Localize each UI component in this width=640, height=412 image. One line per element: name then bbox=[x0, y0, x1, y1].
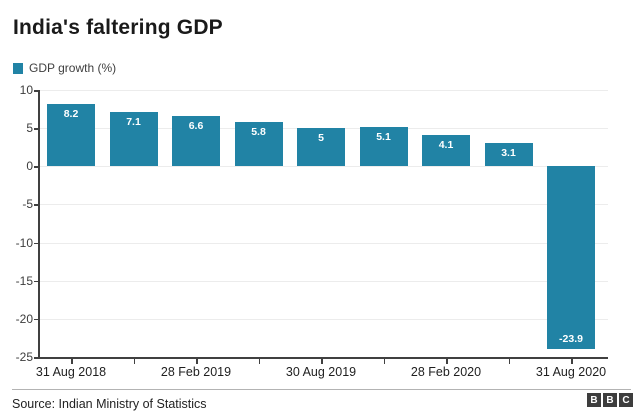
y-axis-label: 0 bbox=[26, 159, 33, 174]
bar-value-label: 7.1 bbox=[126, 116, 141, 129]
y-axis-tick bbox=[34, 357, 38, 359]
y-axis-label: -15 bbox=[15, 273, 33, 288]
bar-value-label: 5.8 bbox=[251, 126, 266, 139]
x-axis-label: 31 Aug 2020 bbox=[535, 365, 607, 379]
x-axis-tick bbox=[571, 358, 573, 364]
gridline--5 bbox=[40, 204, 608, 206]
y-axis-tick bbox=[34, 166, 38, 168]
y-axis-label: -5 bbox=[22, 197, 33, 212]
y-axis-tick bbox=[34, 318, 38, 321]
x-axis-label: 31 Aug 2018 bbox=[35, 365, 107, 379]
x-axis-tick bbox=[196, 358, 198, 364]
gridline-10 bbox=[40, 90, 608, 91]
gridline--20 bbox=[40, 318, 608, 320]
x-axis-tick bbox=[508, 358, 510, 364]
bar-segment: 3.1 bbox=[484, 142, 533, 167]
x-axis-tick bbox=[321, 358, 323, 364]
x-axis-label: 28 Feb 2020 bbox=[410, 365, 482, 379]
bar-segment: 8.2 bbox=[47, 103, 95, 167]
bar-value-label: 4.1 bbox=[438, 139, 454, 151]
footer-divider bbox=[12, 389, 631, 390]
bbc-logo: B B C bbox=[587, 393, 633, 407]
x-axis-tick bbox=[383, 358, 385, 364]
x-axis-tick bbox=[446, 358, 448, 364]
x-axis-tick bbox=[258, 358, 260, 364]
bbc-logo-letter: C bbox=[619, 393, 633, 407]
gridline-0 bbox=[40, 166, 608, 168]
legend-label: GDP growth (%) bbox=[29, 61, 117, 75]
bar-segment: 4.1 bbox=[422, 135, 470, 167]
x-axis-line bbox=[38, 357, 608, 359]
y-axis-label: -25 bbox=[15, 350, 33, 364]
bar-value-label: 3.1 bbox=[501, 146, 516, 159]
gridline--10 bbox=[40, 242, 608, 244]
y-axis-label: -10 bbox=[15, 235, 33, 250]
bar-segment: 6.6 bbox=[172, 115, 220, 167]
source-attribution: Source: Indian Ministry of Statistics bbox=[12, 397, 207, 411]
bbc-logo-letter: B bbox=[587, 393, 601, 407]
bar-value-label: 5.1 bbox=[376, 131, 391, 144]
y-axis-tick bbox=[34, 204, 38, 206]
x-axis-tick bbox=[133, 358, 135, 364]
y-axis-label: 10 bbox=[19, 83, 33, 97]
legend-swatch-icon bbox=[13, 62, 23, 74]
bar-value-label: -23.9 bbox=[559, 332, 583, 345]
bar-segment: -23.9 bbox=[547, 166, 595, 349]
bar-value-label: 5 bbox=[318, 132, 324, 145]
bar-value-label: 6.6 bbox=[188, 119, 204, 132]
x-axis-label: 28 Feb 2019 bbox=[160, 365, 232, 379]
y-axis-label: -20 bbox=[15, 311, 33, 326]
x-axis-label: 30 Aug 2019 bbox=[285, 365, 357, 379]
bar-value-label: 8.2 bbox=[63, 107, 79, 120]
bar-segment: 5 bbox=[297, 128, 345, 167]
legend: GDP growth (%) bbox=[13, 61, 116, 75]
chart-title: India's faltering GDP bbox=[13, 16, 223, 39]
y-axis-tick bbox=[34, 128, 38, 130]
y-axis-tick bbox=[34, 280, 38, 283]
bar-segment: 5.8 bbox=[234, 122, 283, 167]
y-axis-tick bbox=[34, 242, 38, 245]
bar-segment: 5.1 bbox=[359, 127, 408, 167]
gridline--15 bbox=[40, 280, 608, 282]
y-axis-tick bbox=[34, 90, 38, 92]
bbc-logo-letter: B bbox=[603, 393, 617, 407]
x-axis-tick bbox=[71, 358, 73, 364]
y-axis-label: 5 bbox=[26, 121, 33, 136]
bar-segment: 7.1 bbox=[109, 112, 158, 167]
y-axis-line bbox=[38, 90, 40, 358]
